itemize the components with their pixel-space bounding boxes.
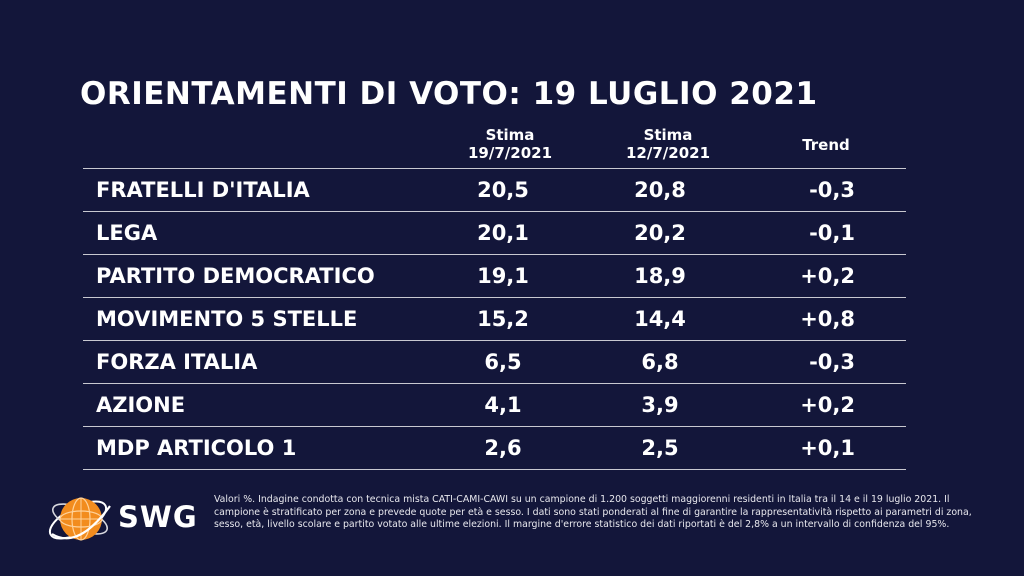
swg-logo-text: SWG: [118, 500, 198, 534]
column-header-previous-line2: 12/7/2021: [625, 144, 711, 162]
trend-value: -0,3: [809, 350, 855, 374]
trend-value: +0,1: [800, 436, 855, 460]
column-header-current-line1: Stima: [485, 126, 535, 144]
current-estimate: 2,6: [484, 436, 522, 460]
trend-value: +0,2: [800, 393, 855, 417]
table-row: MDP ARTICOLO 1 2,6 2,5 +0,1: [83, 426, 906, 470]
table-row: LEGA 20,1 20,2 -0,1: [83, 211, 906, 254]
poll-table: FRATELLI D'ITALIA 20,5 20,8 -0,3 LEGA 20…: [83, 168, 906, 470]
column-header-previous: Stima 12/7/2021: [598, 126, 738, 162]
column-header-previous-line1: Stima: [643, 126, 693, 144]
current-estimate: 20,5: [477, 178, 529, 202]
swg-globe-icon: [48, 497, 111, 541]
trend-value: -0,3: [809, 178, 855, 202]
previous-estimate: 20,8: [634, 178, 686, 202]
previous-estimate: 14,4: [634, 307, 686, 331]
trend-value: +0,8: [800, 307, 855, 331]
column-header-trend: Trend: [802, 136, 850, 154]
previous-estimate: 18,9: [634, 264, 686, 288]
party-name: MOVIMENTO 5 STELLE: [96, 307, 358, 331]
table-row: AZIONE 4,1 3,9 +0,2: [83, 383, 906, 426]
previous-estimate: 20,2: [634, 221, 686, 245]
current-estimate: 15,2: [477, 307, 529, 331]
current-estimate: 19,1: [477, 264, 529, 288]
party-name: AZIONE: [96, 393, 186, 417]
trend-value: -0,1: [809, 221, 855, 245]
table-row: FRATELLI D'ITALIA 20,5 20,8 -0,3: [83, 168, 906, 211]
party-name: FRATELLI D'ITALIA: [96, 178, 310, 202]
party-name: MDP ARTICOLO 1: [96, 436, 297, 460]
previous-estimate: 2,5: [641, 436, 679, 460]
trend-value: +0,2: [800, 264, 855, 288]
table-row: FORZA ITALIA 6,5 6,8 -0,3: [83, 340, 906, 383]
page-title: ORIENTAMENTI DI VOTO: 19 LUGLIO 2021: [80, 76, 818, 112]
previous-estimate: 3,9: [641, 393, 679, 417]
column-header-current-line2: 19/7/2021: [467, 144, 553, 162]
current-estimate: 6,5: [484, 350, 522, 374]
party-name: PARTITO DEMOCRATICO: [96, 264, 375, 288]
party-name: LEGA: [96, 221, 158, 245]
current-estimate: 20,1: [477, 221, 529, 245]
party-name: FORZA ITALIA: [96, 350, 258, 374]
methodology-note: Valori %. Indagine condotta con tecnica …: [214, 494, 972, 530]
current-estimate: 4,1: [484, 393, 522, 417]
table-row: PARTITO DEMOCRATICO 19,1 18,9 +0,2: [83, 254, 906, 297]
table-row: MOVIMENTO 5 STELLE 15,2 14,4 +0,8: [83, 297, 906, 340]
column-header-current: Stima 19/7/2021: [440, 126, 580, 162]
previous-estimate: 6,8: [641, 350, 679, 374]
